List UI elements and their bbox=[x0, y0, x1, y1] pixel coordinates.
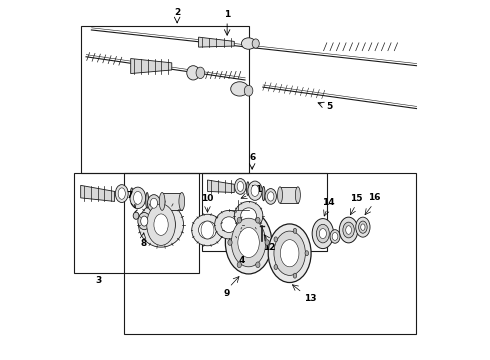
Ellipse shape bbox=[133, 212, 139, 219]
Ellipse shape bbox=[343, 222, 354, 238]
Ellipse shape bbox=[237, 262, 242, 267]
Ellipse shape bbox=[221, 217, 237, 233]
Text: 6: 6 bbox=[249, 153, 255, 162]
Ellipse shape bbox=[312, 219, 334, 249]
Text: 13: 13 bbox=[304, 294, 317, 303]
Bar bbox=[81, 26, 248, 173]
Bar bbox=[202, 173, 327, 251]
Ellipse shape bbox=[361, 224, 365, 230]
Ellipse shape bbox=[187, 66, 199, 80]
Ellipse shape bbox=[159, 193, 165, 210]
Ellipse shape bbox=[231, 82, 248, 96]
Ellipse shape bbox=[154, 214, 168, 235]
Ellipse shape bbox=[241, 208, 256, 224]
Text: 4: 4 bbox=[238, 256, 245, 265]
Ellipse shape bbox=[130, 187, 146, 208]
Ellipse shape bbox=[245, 85, 253, 96]
Ellipse shape bbox=[147, 195, 160, 212]
Polygon shape bbox=[81, 185, 115, 202]
Ellipse shape bbox=[256, 262, 260, 267]
Ellipse shape bbox=[293, 228, 297, 233]
Ellipse shape bbox=[179, 193, 185, 210]
Polygon shape bbox=[207, 180, 234, 193]
Ellipse shape bbox=[332, 233, 338, 240]
Text: 7: 7 bbox=[126, 191, 132, 200]
Ellipse shape bbox=[274, 237, 277, 242]
Ellipse shape bbox=[196, 67, 205, 78]
Ellipse shape bbox=[215, 210, 243, 239]
Ellipse shape bbox=[265, 189, 276, 204]
Bar bbox=[280, 187, 298, 203]
Ellipse shape bbox=[192, 214, 223, 246]
Text: 12: 12 bbox=[263, 243, 275, 252]
Text: 3: 3 bbox=[96, 276, 101, 285]
Ellipse shape bbox=[356, 217, 370, 237]
Bar bbox=[162, 193, 182, 210]
Ellipse shape bbox=[147, 204, 175, 246]
Ellipse shape bbox=[238, 228, 259, 257]
Text: 5: 5 bbox=[326, 102, 333, 111]
Bar bbox=[74, 173, 198, 273]
Ellipse shape bbox=[268, 192, 274, 201]
Ellipse shape bbox=[234, 202, 263, 230]
Ellipse shape bbox=[268, 224, 311, 283]
Text: 9: 9 bbox=[224, 289, 230, 298]
Text: 8: 8 bbox=[140, 239, 147, 248]
Polygon shape bbox=[131, 59, 172, 73]
Ellipse shape bbox=[274, 265, 277, 270]
Ellipse shape bbox=[237, 217, 242, 223]
Ellipse shape bbox=[246, 182, 249, 195]
Ellipse shape bbox=[319, 229, 326, 239]
Ellipse shape bbox=[237, 181, 244, 192]
Ellipse shape bbox=[242, 38, 256, 49]
Text: 1: 1 bbox=[224, 10, 230, 19]
Ellipse shape bbox=[147, 210, 175, 239]
Text: 14: 14 bbox=[321, 198, 334, 207]
Ellipse shape bbox=[198, 221, 217, 239]
Text: 11: 11 bbox=[250, 185, 263, 194]
Ellipse shape bbox=[359, 221, 367, 233]
Text: 10: 10 bbox=[201, 194, 214, 203]
Ellipse shape bbox=[248, 181, 262, 201]
Ellipse shape bbox=[225, 211, 272, 274]
Ellipse shape bbox=[134, 192, 142, 204]
Ellipse shape bbox=[130, 188, 133, 202]
Ellipse shape bbox=[201, 221, 214, 239]
Ellipse shape bbox=[330, 230, 340, 243]
Ellipse shape bbox=[146, 193, 148, 208]
Ellipse shape bbox=[265, 240, 270, 246]
Ellipse shape bbox=[115, 185, 128, 203]
Bar bbox=[123, 173, 416, 334]
Ellipse shape bbox=[138, 212, 151, 230]
Ellipse shape bbox=[295, 187, 300, 203]
Ellipse shape bbox=[252, 39, 259, 48]
Text: 15: 15 bbox=[350, 194, 363, 203]
Ellipse shape bbox=[346, 226, 351, 234]
Polygon shape bbox=[198, 37, 234, 47]
Ellipse shape bbox=[139, 202, 184, 247]
Ellipse shape bbox=[280, 240, 299, 267]
Ellipse shape bbox=[118, 188, 125, 199]
Text: 2: 2 bbox=[174, 9, 180, 18]
Ellipse shape bbox=[339, 217, 358, 243]
Ellipse shape bbox=[251, 185, 259, 197]
Ellipse shape bbox=[262, 186, 265, 201]
Ellipse shape bbox=[231, 218, 266, 267]
Ellipse shape bbox=[305, 251, 309, 256]
Ellipse shape bbox=[274, 231, 305, 275]
Ellipse shape bbox=[293, 273, 297, 278]
Ellipse shape bbox=[256, 217, 260, 223]
Ellipse shape bbox=[317, 224, 329, 243]
Text: 16: 16 bbox=[368, 193, 381, 202]
Ellipse shape bbox=[228, 240, 232, 246]
Ellipse shape bbox=[235, 179, 246, 194]
Ellipse shape bbox=[277, 187, 283, 203]
Ellipse shape bbox=[141, 216, 148, 226]
Ellipse shape bbox=[150, 198, 157, 208]
